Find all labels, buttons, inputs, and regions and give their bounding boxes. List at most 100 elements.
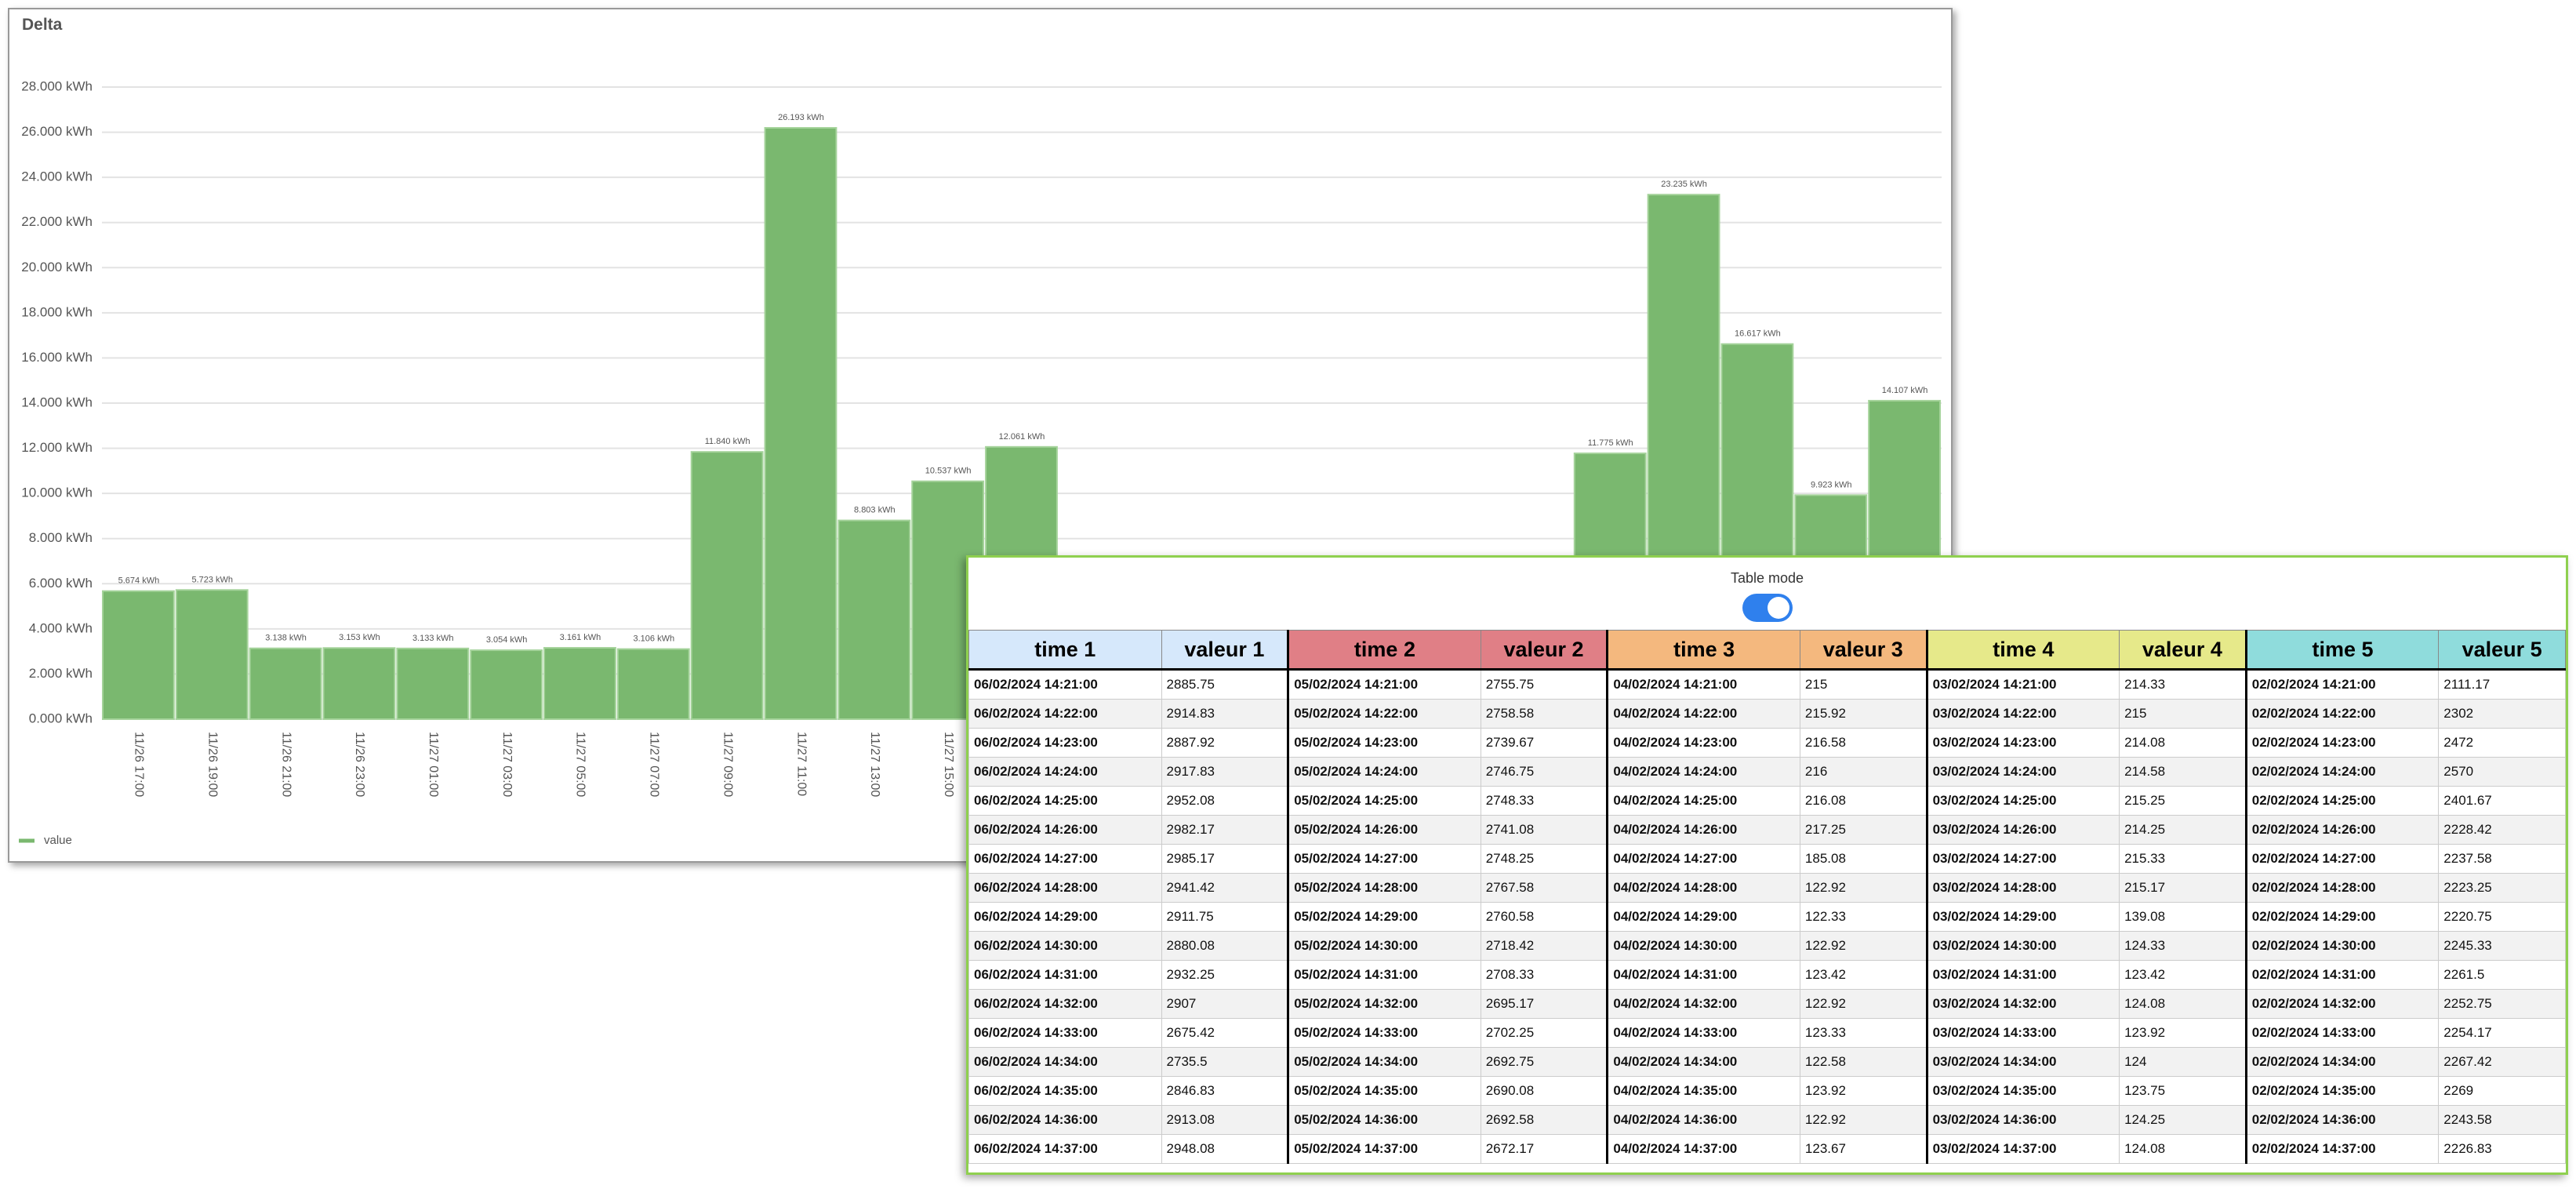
value-cell: 2746.75 (1480, 757, 1608, 787)
time-cell: 03/02/2024 14:31:00 (1925, 960, 2120, 990)
table-row: 06/02/2024 14:29:00 2911.75 05/02/2024 14:… (968, 902, 2566, 932)
value-cell: 123.33 (1799, 1018, 1927, 1048)
column-header: time 3 (1606, 630, 1800, 671)
value-cell: 122.92 (1799, 873, 1927, 903)
x-tick-label: 11/26 21:00 (279, 732, 292, 797)
data-label: 11.840 kWh (705, 437, 750, 446)
time-cell: 03/02/2024 14:25:00 (1925, 786, 2120, 816)
value-cell: 215.33 (2119, 844, 2247, 874)
value-cell: 122.92 (1799, 989, 1927, 1019)
column-header: valeur 2 (1480, 630, 1608, 671)
value-cell: 124.25 (2119, 1105, 2247, 1135)
time-cell: 03/02/2024 14:37:00 (1925, 1134, 2120, 1164)
time-cell: 02/02/2024 14:25:00 (2244, 786, 2440, 816)
time-cell: 02/02/2024 14:26:00 (2244, 815, 2440, 845)
time-cell: 02/02/2024 14:32:00 (2244, 989, 2440, 1019)
value-cell: 2982.17 (1161, 815, 1289, 845)
x-tick-label: 11/27 03:00 (500, 732, 514, 797)
table-row: 06/02/2024 14:21:00 2885.75 05/02/2024 14:… (968, 669, 2566, 700)
time-cell: 02/02/2024 14:37:00 (2244, 1134, 2440, 1164)
value-cell: 2932.25 (1161, 960, 1289, 990)
data-label: 11.775 kWh (1588, 438, 1633, 448)
time-cell: 04/02/2024 14:34:00 (1606, 1047, 1800, 1077)
value-cell: 2760.58 (1480, 902, 1608, 932)
time-cell: 05/02/2024 14:36:00 (1287, 1105, 1481, 1135)
y-tick-label: 6.000 kWh (29, 576, 93, 591)
table-row: 06/02/2024 14:23:00 2887.92 05/02/2024 14:… (968, 728, 2566, 758)
time-cell: 05/02/2024 14:32:00 (1287, 989, 1481, 1019)
table-row: 06/02/2024 14:27:00 2985.17 05/02/2024 14:… (968, 844, 2566, 874)
table-mode-toggle[interactable] (1742, 594, 1793, 622)
value-cell: 2885.75 (1161, 669, 1289, 700)
data-label: 9.923 kWh (1811, 480, 1852, 489)
time-cell: 03/02/2024 14:30:00 (1925, 931, 2120, 961)
x-tick-label: 11/27 01:00 (427, 732, 440, 797)
table-row: 06/02/2024 14:31:00 2932.25 05/02/2024 14:… (968, 960, 2566, 990)
column-header: valeur 1 (1161, 630, 1289, 671)
column-header: time 5 (2244, 630, 2440, 671)
time-cell: 04/02/2024 14:21:00 (1606, 669, 1800, 700)
value-cell: 123.75 (2119, 1076, 2247, 1106)
time-cell: 02/02/2024 14:29:00 (2244, 902, 2440, 932)
time-cell: 06/02/2024 14:31:00 (968, 960, 1162, 990)
data-label: 8.803 kWh (854, 506, 896, 515)
table-row: 06/02/2024 14:34:00 2735.5 05/02/2024 14:3… (968, 1047, 2566, 1077)
data-label: 16.617 kWh (1735, 329, 1781, 339)
column-header: time 2 (1287, 630, 1481, 671)
time-cell: 03/02/2024 14:36:00 (1925, 1105, 2120, 1135)
value-cell: 2695.17 (1480, 989, 1608, 1019)
time-cell: 05/02/2024 14:37:00 (1287, 1134, 1481, 1164)
time-cell: 02/02/2024 14:22:00 (2244, 699, 2440, 729)
time-cell: 03/02/2024 14:34:00 (1925, 1047, 2120, 1077)
time-cell: 03/02/2024 14:35:00 (1925, 1076, 2120, 1106)
column-header: valeur 5 (2438, 630, 2566, 671)
value-cell: 2913.08 (1161, 1105, 1289, 1135)
table-row: 06/02/2024 14:28:00 2941.42 05/02/2024 14:… (968, 873, 2566, 903)
data-label: 3.106 kWh (634, 634, 675, 644)
value-cell: 2911.75 (1161, 902, 1289, 932)
value-cell: 215.92 (1799, 699, 1927, 729)
column-header: time 4 (1925, 630, 2120, 671)
value-cell: 2237.58 (2438, 844, 2566, 874)
data-label: 23.235 kWh (1661, 180, 1707, 189)
value-cell: 215 (2119, 699, 2247, 729)
time-cell: 06/02/2024 14:37:00 (968, 1134, 1162, 1164)
data-table: time 1 valeur 1 time 2 valeur 2 time 3 valeur… (968, 630, 2566, 1164)
time-cell: 02/02/2024 14:36:00 (2244, 1105, 2440, 1135)
value-cell: 2243.58 (2438, 1105, 2566, 1135)
value-cell: 2917.83 (1161, 757, 1289, 787)
time-cell: 05/02/2024 14:33:00 (1287, 1018, 1481, 1048)
data-label: 12.061 kWh (999, 432, 1045, 442)
time-cell: 04/02/2024 14:37:00 (1606, 1134, 1800, 1164)
time-cell: 04/02/2024 14:23:00 (1606, 728, 1800, 758)
value-cell: 122.92 (1799, 1105, 1927, 1135)
value-cell: 123.67 (1799, 1134, 1927, 1164)
y-tick-label: 2.000 kWh (29, 666, 93, 681)
time-cell: 06/02/2024 14:22:00 (968, 699, 1162, 729)
x-tick-label: 11/26 23:00 (353, 732, 366, 797)
time-cell: 02/02/2024 14:30:00 (2244, 931, 2440, 961)
time-cell: 06/02/2024 14:29:00 (968, 902, 1162, 932)
bar (249, 647, 322, 720)
legend-label: value (44, 834, 72, 847)
table-row: 06/02/2024 14:36:00 2913.08 05/02/2024 14:… (968, 1105, 2566, 1135)
value-cell: 215 (1799, 669, 1927, 700)
time-cell: 05/02/2024 14:26:00 (1287, 815, 1481, 845)
time-cell: 05/02/2024 14:29:00 (1287, 902, 1481, 932)
column-header: valeur 3 (1799, 630, 1927, 671)
data-label: 5.723 kWh (191, 575, 233, 584)
bar (470, 649, 543, 721)
time-cell: 05/02/2024 14:28:00 (1287, 873, 1481, 903)
table-row: 06/02/2024 14:24:00 2917.83 05/02/2024 14:… (968, 757, 2566, 787)
x-tick-label: 11/26 17:00 (133, 732, 146, 797)
value-cell: 123.92 (1799, 1076, 1927, 1106)
time-cell: 04/02/2024 14:36:00 (1606, 1105, 1800, 1135)
value-cell: 2223.25 (2438, 873, 2566, 903)
bar (690, 451, 764, 720)
data-label: 26.193 kWh (778, 113, 824, 122)
y-tick-label: 22.000 kWh (21, 214, 93, 229)
table-row: 06/02/2024 14:25:00 2952.08 05/02/2024 14:… (968, 786, 2566, 816)
column-header: valeur 4 (2119, 630, 2247, 671)
data-label: 3.138 kWh (265, 634, 307, 643)
